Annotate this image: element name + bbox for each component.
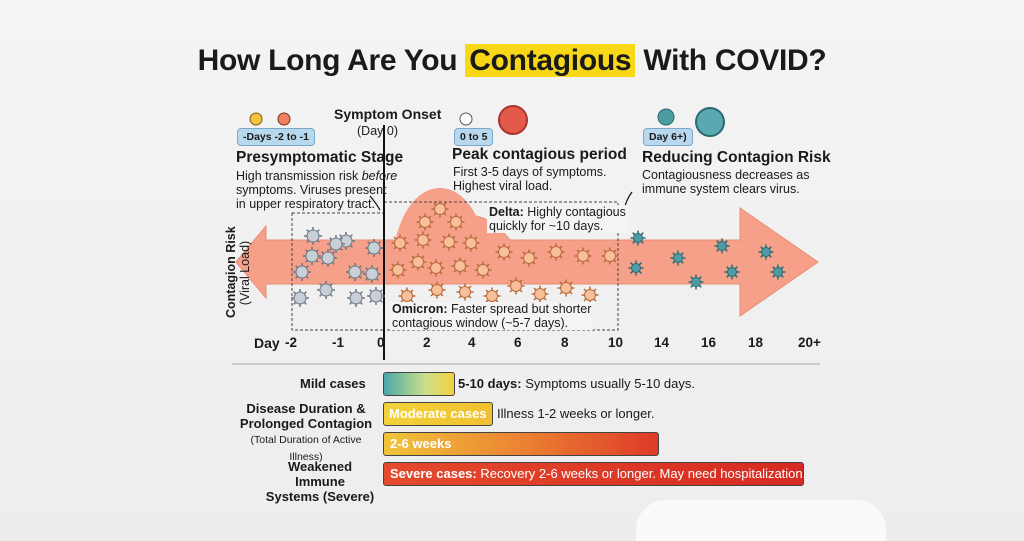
sick-face-icon [277,112,291,126]
virus-orange-icon [391,234,409,252]
virus-orange-icon [520,249,538,267]
peak-text: First 3-5 days of symptoms. Highest viral… [453,165,607,193]
worried-face-icon [249,112,263,126]
severe-text: Severe cases: Recovery 2-6 weeks or long… [390,466,807,481]
virus-teal-icon [630,230,646,246]
virus-gray-icon [367,287,385,305]
mild-bar [383,372,455,396]
moderate-bar-label: Moderate cases [389,406,487,421]
mild-text: 5-10 days: Symptoms usually 5-10 days. [458,376,695,391]
reducing-text: Contagiousness decreases as immune system… [642,168,810,196]
delta-note: Delta: Highly contagious quickly for ~10 … [487,205,628,233]
virus-teal-icon [714,238,730,254]
presymptomatic-text: High transmission risk before symptoms. … [236,169,398,211]
x-tick: 16 [701,335,717,350]
virus-orange-icon [601,247,619,265]
x-tick: -1 [332,335,345,350]
x-tick: 2 [423,335,431,350]
presymptomatic-badge: -Days -2 to -1 [237,128,315,146]
virus-gray-icon [363,265,381,283]
severe-bar [383,462,804,486]
virus-orange-icon [440,233,458,251]
severe-label: Weakened Immune Systems (Severe) [265,459,375,504]
virus-orange-icon [389,261,407,279]
teal-virus-icon-b [695,107,725,137]
x-tick: -2 [285,335,298,350]
x-tick: 8 [561,335,569,350]
y-axis-label: Contagion Risk (Viral Load) [224,226,252,318]
virus-orange-icon [447,213,465,231]
virus-gray-icon [291,289,309,307]
decorative-shape [636,500,886,541]
x-tick: 14 [654,335,670,350]
virus-orange-icon [428,281,446,299]
virus-gray-icon [346,263,364,281]
x-tick: 0 [377,335,385,350]
virus-orange-icon [574,247,592,265]
page-title: How Long Are You Contagious With COVID? [197,44,827,77]
x-tick: 4 [468,335,476,350]
virus-gray-icon [303,247,321,265]
x-tick: 6 [514,335,522,350]
virus-orange-icon [531,285,549,303]
moderate-bar [383,402,493,426]
x-tick: 10 [608,335,624,350]
onset-label: Symptom Onset [334,106,442,122]
small-virus-icon [459,112,473,126]
virus-orange-icon [581,286,599,304]
virus-gray-icon [365,239,383,257]
virus-orange-icon [409,253,427,271]
virus-orange-icon [557,279,575,297]
virus-orange-icon [495,243,513,261]
virus-orange-icon [427,259,445,277]
virus-teal-icon [758,244,774,260]
moderate-label: Disease Duration & Prolonged Contagion (T… [239,401,373,463]
x-axis-label: Day [254,335,280,351]
virus-gray-icon [327,235,345,253]
teal-virus-icon-a [657,108,675,126]
omicron-note: Omicron: Faster spread but shorter contag… [390,302,594,330]
virus-gray-icon [317,281,335,299]
virus-orange-icon [547,243,565,261]
virus-gray-icon [347,289,365,307]
virus-gray-icon [293,263,311,281]
virus-orange-icon [414,231,432,249]
virus-orange-icon [462,234,480,252]
peak-heading: Peak contagious period [452,146,627,163]
x-tick: 20+ [798,335,821,350]
peak-badge: 0 to 5 [454,128,494,146]
reducing-heading: Reducing Contagion Risk [642,149,831,166]
presym-pointer [369,195,381,211]
virus-orange-icon [507,277,525,295]
virus-orange-icon [474,261,492,279]
x-tick: 18 [748,335,764,350]
virus-teal-icon [670,250,686,266]
presymptomatic-heading: Presymptomatic Stage [236,149,404,166]
virus-gray-icon [304,227,322,245]
mild-label: Mild cases [300,376,366,391]
virus-teal-icon [724,264,740,280]
long-duration-bar [383,432,659,456]
virus-orange-icon [416,213,434,231]
virus-orange-icon [456,283,474,301]
virus-orange-icon [451,257,469,275]
onset-sub: (Day 0) [357,124,398,138]
red-virus-icon [498,105,528,135]
virus-gray-icon [319,249,337,267]
virus-orange-icon [431,200,449,218]
long-duration-bar-label: 2-6 weeks [390,436,452,451]
moderate-text: Illness 1-2 weeks or longer. [497,406,655,421]
virus-teal-icon [628,260,644,276]
reducing-badge: Day 6+) [643,128,693,146]
virus-teal-icon [688,274,704,290]
virus-teal-icon [770,264,786,280]
